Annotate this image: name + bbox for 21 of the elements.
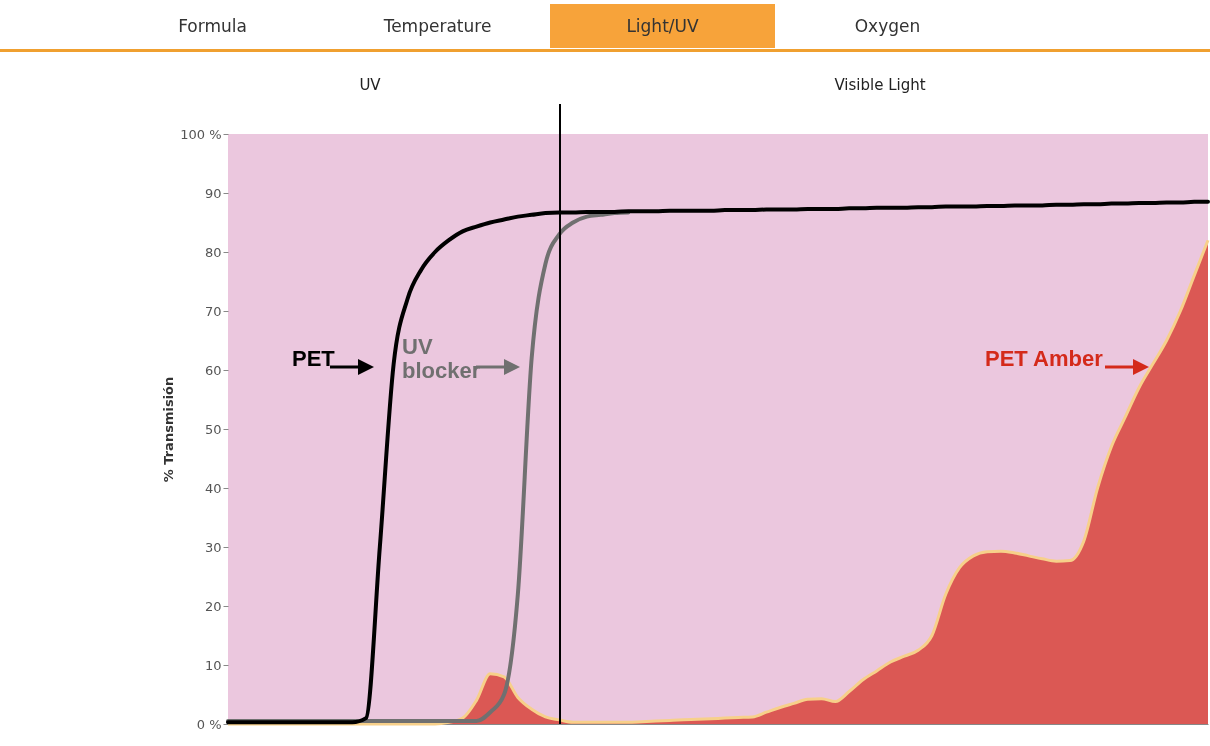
y-tick-label: 70 xyxy=(204,303,222,319)
text: Light/UV xyxy=(550,4,775,48)
legend-label: PET xyxy=(292,346,335,371)
y-tick-label: 10 xyxy=(204,657,222,673)
y-tick-label: 90 xyxy=(204,185,222,201)
legend-label: UV blocker xyxy=(402,334,482,383)
y-tick-label: 50 xyxy=(204,421,222,437)
legend-label: PET Amber xyxy=(985,346,1103,371)
y-tick-label: 20 xyxy=(204,598,222,614)
text: Visible Light xyxy=(834,76,926,94)
text: Oxygen xyxy=(853,15,922,38)
y-tick-label: 100 % xyxy=(180,126,222,142)
y-axis-title: % Transmisión xyxy=(161,376,177,483)
y-tick-label: 0 % xyxy=(196,716,222,732)
text: Temperature xyxy=(382,15,493,38)
y-tick-label: 60 xyxy=(204,362,222,378)
text: UV xyxy=(359,76,381,94)
text: Formula xyxy=(177,15,248,38)
y-tick-label: 40 xyxy=(204,480,222,496)
y-tick-label: 30 xyxy=(204,539,222,555)
y-tick-label: 80 xyxy=(204,244,222,260)
